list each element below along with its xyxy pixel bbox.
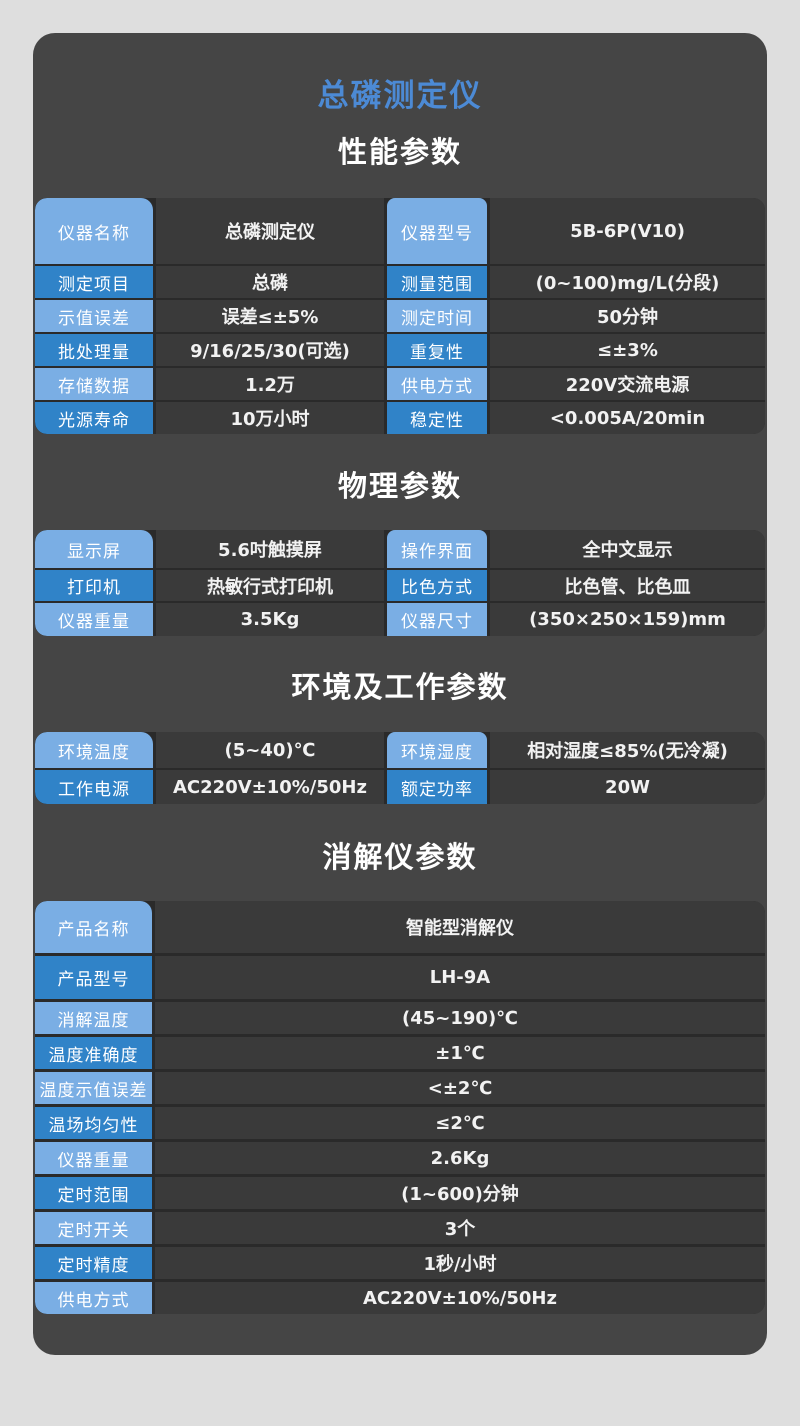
digester-table: 产品名称 智能型消解仪 产品型号 LH-9A 消解温度 (45~190)℃ 温度… xyxy=(35,901,765,1314)
table-row: 定时开关 3个 xyxy=(35,1212,765,1244)
table-row: 供电方式 AC220V±10%/50Hz xyxy=(35,1282,765,1314)
spec-value: (0~100)mg/L(分段) xyxy=(490,266,765,298)
spec-value: 10万小时 xyxy=(156,402,384,434)
spec-label: 定时精度 xyxy=(35,1247,152,1279)
spec-label: 环境湿度 xyxy=(387,732,487,768)
table-row: 定时精度 1秒/小时 xyxy=(35,1247,765,1279)
table-row: 仪器名称 总磷测定仪 仪器型号 5B-6P(V10) xyxy=(35,198,765,264)
spec-label: 重复性 xyxy=(387,334,487,366)
spec-label: 测定项目 xyxy=(35,266,153,298)
table-row: 温度示值误差 <±2℃ xyxy=(35,1072,765,1104)
table-row: 批处理量 9/16/25/30(可选) 重复性 ≤±3% xyxy=(35,334,765,366)
section-heading-performance: 性能参数 xyxy=(337,135,462,169)
spec-label: 比色方式 xyxy=(387,570,487,601)
spec-value: (350×250×159)mm xyxy=(490,603,765,636)
table-row: 测定项目 总磷 测量范围 (0~100)mg/L(分段) xyxy=(35,266,765,298)
spec-value: 3个 xyxy=(155,1212,765,1244)
spec-label: 工作电源 xyxy=(35,770,153,804)
spec-label: 显示屏 xyxy=(35,530,153,568)
spec-value: 总磷测定仪 xyxy=(156,198,384,264)
spec-label: 温场均匀性 xyxy=(35,1107,152,1139)
spec-panel: 总磷测定仪 性能参数 仪器名称 总磷测定仪 仪器型号 5B-6P(V10) 测定… xyxy=(33,33,767,1355)
table-row: 光源寿命 10万小时 稳定性 <0.005A/20min xyxy=(35,402,765,434)
spec-label: 仪器尺寸 xyxy=(387,603,487,636)
section-heading-physical: 物理参数 xyxy=(337,469,462,503)
spec-value: 9/16/25/30(可选) xyxy=(156,334,384,366)
spec-value: 3.5Kg xyxy=(156,603,384,636)
spec-label: 光源寿命 xyxy=(35,402,153,434)
spec-value: 误差≤±5% xyxy=(156,300,384,332)
spec-value: ±1℃ xyxy=(155,1037,765,1069)
spec-label: 打印机 xyxy=(35,570,153,601)
spec-value: ≤±3% xyxy=(490,334,765,366)
table-row: 工作电源 AC220V±10%/50Hz 额定功率 20W xyxy=(35,770,765,804)
spec-value: 全中文显示 xyxy=(490,530,765,568)
page-title: 总磷测定仪 xyxy=(317,78,483,114)
spec-value: <0.005A/20min xyxy=(490,402,765,434)
spec-label: 环境温度 xyxy=(35,732,153,768)
spec-label: 供电方式 xyxy=(387,368,487,400)
spec-value: 50分钟 xyxy=(490,300,765,332)
section-heading-digester: 消解仪参数 xyxy=(322,840,478,874)
spec-label: 仪器重量 xyxy=(35,1142,152,1174)
table-row: 温场均匀性 ≤2℃ xyxy=(35,1107,765,1139)
spec-label: 消解温度 xyxy=(35,1002,152,1034)
spec-label: 仪器重量 xyxy=(35,603,153,636)
table-row: 示值误差 误差≤±5% 测定时间 50分钟 xyxy=(35,300,765,332)
performance-table: 仪器名称 总磷测定仪 仪器型号 5B-6P(V10) 测定项目 总磷 测量范围 … xyxy=(35,198,765,434)
spec-label: 定时范围 xyxy=(35,1177,152,1209)
spec-value: 5.6吋触摸屏 xyxy=(156,530,384,568)
spec-label: 供电方式 xyxy=(35,1282,152,1314)
spec-value: 220V交流电源 xyxy=(490,368,765,400)
spec-label: 存储数据 xyxy=(35,368,153,400)
table-row: 存储数据 1.2万 供电方式 220V交流电源 xyxy=(35,368,765,400)
spec-label: 仪器型号 xyxy=(387,198,487,264)
table-row: 产品名称 智能型消解仪 xyxy=(35,901,765,953)
spec-label: 产品型号 xyxy=(35,956,152,999)
spec-value: ≤2℃ xyxy=(155,1107,765,1139)
spec-value: 1秒/小时 xyxy=(155,1247,765,1279)
spec-value: AC220V±10%/50Hz xyxy=(156,770,384,804)
spec-value: 相对湿度≤85%(无冷凝) xyxy=(490,732,765,768)
spec-value: 热敏行式打印机 xyxy=(156,570,384,601)
spec-value: 1.2万 xyxy=(156,368,384,400)
spec-value: (45~190)℃ xyxy=(155,1002,765,1034)
spec-value: 2.6Kg xyxy=(155,1142,765,1174)
spec-value: 5B-6P(V10) xyxy=(490,198,765,264)
spec-value: 比色管、比色皿 xyxy=(490,570,765,601)
spec-label: 温度示值误差 xyxy=(35,1072,152,1104)
spec-label: 仪器名称 xyxy=(35,198,153,264)
spec-label: 产品名称 xyxy=(35,901,152,953)
table-row: 仪器重量 2.6Kg xyxy=(35,1142,765,1174)
table-row: 消解温度 (45~190)℃ xyxy=(35,1002,765,1034)
spec-value: <±2℃ xyxy=(155,1072,765,1104)
spec-label: 稳定性 xyxy=(387,402,487,434)
spec-value: 20W xyxy=(490,770,765,804)
spec-value: LH-9A xyxy=(155,956,765,999)
table-row: 显示屏 5.6吋触摸屏 操作界面 全中文显示 xyxy=(35,530,765,568)
spec-label: 测定时间 xyxy=(387,300,487,332)
spec-value: (1~600)分钟 xyxy=(155,1177,765,1209)
spec-label: 批处理量 xyxy=(35,334,153,366)
physical-table: 显示屏 5.6吋触摸屏 操作界面 全中文显示 打印机 热敏行式打印机 比色方式 … xyxy=(35,530,765,636)
table-row: 温度准确度 ±1℃ xyxy=(35,1037,765,1069)
table-row: 打印机 热敏行式打印机 比色方式 比色管、比色皿 xyxy=(35,570,765,601)
spec-label: 定时开关 xyxy=(35,1212,152,1244)
table-row: 环境温度 (5~40)℃ 环境湿度 相对湿度≤85%(无冷凝) xyxy=(35,732,765,768)
environment-table: 环境温度 (5~40)℃ 环境湿度 相对湿度≤85%(无冷凝) 工作电源 AC2… xyxy=(35,732,765,804)
section-heading-environment: 环境及工作参数 xyxy=(291,670,509,704)
spec-label: 测量范围 xyxy=(387,266,487,298)
spec-label: 操作界面 xyxy=(387,530,487,568)
spec-value: 总磷 xyxy=(156,266,384,298)
spec-label: 额定功率 xyxy=(387,770,487,804)
spec-value: AC220V±10%/50Hz xyxy=(155,1282,765,1314)
table-row: 仪器重量 3.5Kg 仪器尺寸 (350×250×159)mm xyxy=(35,603,765,636)
table-row: 定时范围 (1~600)分钟 xyxy=(35,1177,765,1209)
spec-label: 温度准确度 xyxy=(35,1037,152,1069)
spec-label: 示值误差 xyxy=(35,300,153,332)
spec-value: 智能型消解仪 xyxy=(155,901,765,953)
table-row: 产品型号 LH-9A xyxy=(35,956,765,999)
spec-value: (5~40)℃ xyxy=(156,732,384,768)
